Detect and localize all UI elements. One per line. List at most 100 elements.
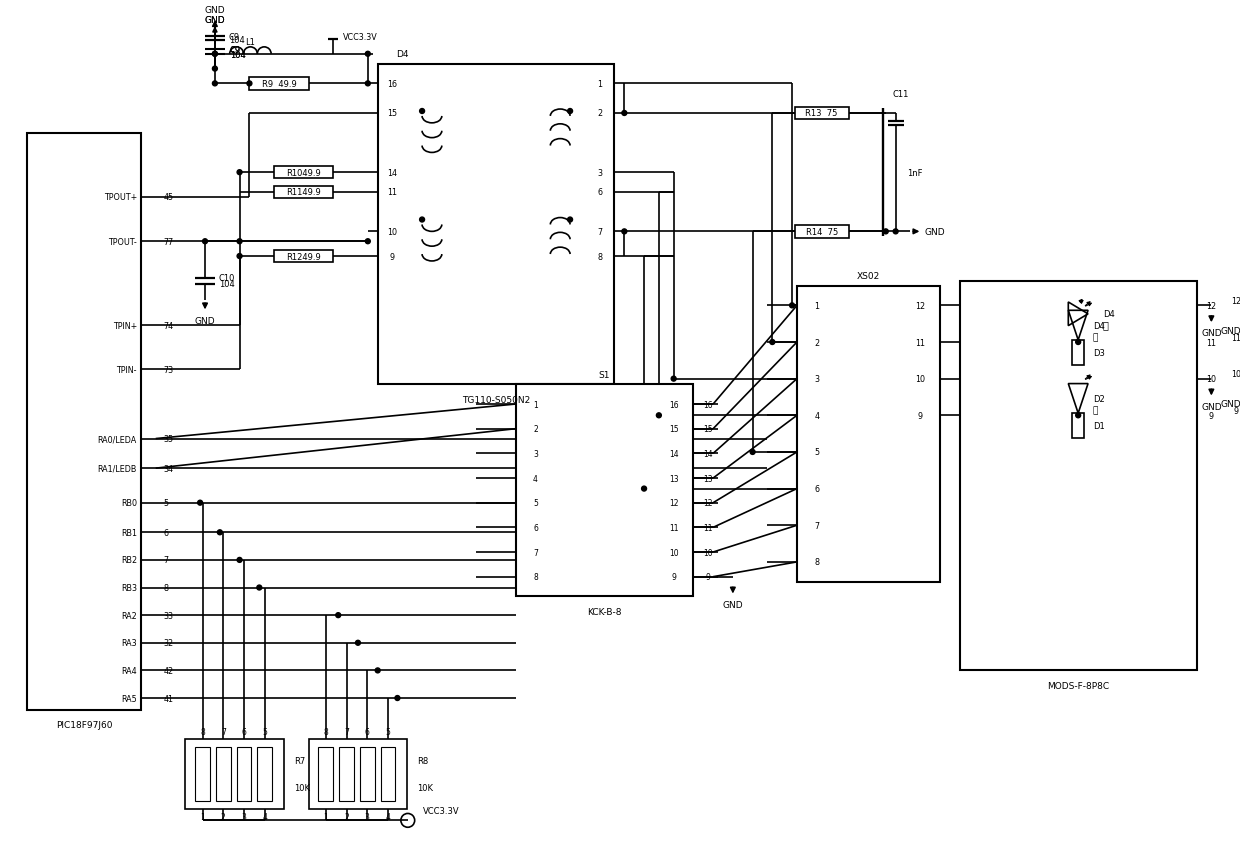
Text: 8: 8 <box>164 583 169 592</box>
Text: 1: 1 <box>533 400 538 409</box>
Text: GND: GND <box>1221 326 1240 335</box>
Text: MODS-F-8P8C: MODS-F-8P8C <box>1047 681 1110 690</box>
Text: 3: 3 <box>533 450 538 458</box>
Text: GND: GND <box>723 601 743 609</box>
Circle shape <box>257 585 262 590</box>
Text: TPOUT-: TPOUT- <box>108 237 136 247</box>
Bar <box>516 385 693 597</box>
Text: 1: 1 <box>598 80 603 89</box>
Text: 2: 2 <box>533 425 538 433</box>
Text: 8: 8 <box>324 728 329 736</box>
Circle shape <box>237 240 242 245</box>
Text: TG110-S050N2: TG110-S050N2 <box>463 395 531 404</box>
Circle shape <box>376 668 381 673</box>
Text: R8: R8 <box>417 756 428 765</box>
Text: 5: 5 <box>386 728 391 736</box>
Text: KCK-B-8: KCK-B-8 <box>588 607 621 616</box>
Text: C9: C9 <box>229 46 241 55</box>
Circle shape <box>197 501 202 506</box>
Text: 5: 5 <box>533 499 538 508</box>
Text: 11: 11 <box>703 523 713 532</box>
Text: 5: 5 <box>263 728 267 736</box>
Bar <box>274 251 334 263</box>
Text: 7: 7 <box>815 521 820 530</box>
Text: RB3: RB3 <box>122 583 136 592</box>
Text: RB1: RB1 <box>122 528 136 537</box>
Text: 1: 1 <box>324 812 329 821</box>
Bar <box>381 747 396 801</box>
Circle shape <box>656 414 661 418</box>
Bar <box>274 187 334 199</box>
Text: 16: 16 <box>668 400 678 409</box>
Circle shape <box>1076 340 1080 345</box>
Text: 9: 9 <box>389 252 396 261</box>
Text: 10K: 10K <box>417 783 433 792</box>
Circle shape <box>568 218 573 223</box>
Bar <box>378 65 615 385</box>
Text: 11: 11 <box>387 189 398 197</box>
Text: 12: 12 <box>703 499 713 508</box>
Circle shape <box>366 82 371 87</box>
Text: GND: GND <box>925 228 945 236</box>
Text: 3: 3 <box>365 812 370 821</box>
Text: 10: 10 <box>703 548 713 557</box>
Text: 41: 41 <box>164 693 174 703</box>
Text: 3: 3 <box>242 812 247 821</box>
Text: 13: 13 <box>668 474 678 483</box>
Text: RA0/LEDA: RA0/LEDA <box>98 434 136 444</box>
Text: 104: 104 <box>218 280 234 289</box>
Text: R14  75: R14 75 <box>806 228 838 236</box>
Circle shape <box>237 254 242 259</box>
Text: L1: L1 <box>246 38 255 48</box>
Circle shape <box>366 52 371 57</box>
Text: R7: R7 <box>294 756 305 765</box>
Text: 9: 9 <box>1209 411 1214 421</box>
Circle shape <box>790 304 795 309</box>
Text: 16: 16 <box>703 400 713 409</box>
Text: 12: 12 <box>1231 297 1240 305</box>
Text: 13: 13 <box>703 474 713 483</box>
Text: RB0: RB0 <box>122 499 136 508</box>
Circle shape <box>770 340 775 345</box>
Text: D2: D2 <box>1092 394 1105 403</box>
Text: 2: 2 <box>598 109 603 119</box>
Text: 104: 104 <box>229 50 246 60</box>
Text: 7: 7 <box>221 728 226 736</box>
Text: 2: 2 <box>221 812 226 821</box>
Bar <box>258 747 272 801</box>
Circle shape <box>568 109 573 114</box>
Text: 3: 3 <box>598 169 603 177</box>
Bar <box>795 226 849 239</box>
Text: 6: 6 <box>242 728 247 736</box>
Text: 45: 45 <box>164 193 174 202</box>
Text: 2: 2 <box>345 812 348 821</box>
Text: GND: GND <box>1202 403 1221 411</box>
Text: RA1/LEDB: RA1/LEDB <box>98 464 136 473</box>
Circle shape <box>622 229 626 235</box>
Circle shape <box>366 240 371 245</box>
Circle shape <box>212 52 217 57</box>
Text: 6: 6 <box>533 523 538 532</box>
Circle shape <box>237 558 242 563</box>
Circle shape <box>419 218 424 223</box>
Text: GND: GND <box>1202 329 1221 338</box>
Circle shape <box>217 531 222 535</box>
Text: 74: 74 <box>164 322 174 330</box>
Bar <box>1073 340 1084 365</box>
Text: 33: 33 <box>164 611 174 620</box>
Text: 6: 6 <box>365 728 370 736</box>
Text: 10K: 10K <box>294 783 310 792</box>
Text: R1049.9: R1049.9 <box>286 169 321 177</box>
Text: 9: 9 <box>918 411 923 421</box>
Text: 14: 14 <box>668 450 678 458</box>
Text: D4: D4 <box>396 50 409 59</box>
Text: 10: 10 <box>1207 374 1216 384</box>
Text: 16: 16 <box>387 80 398 89</box>
Text: GND: GND <box>205 6 226 15</box>
Circle shape <box>893 229 898 235</box>
Circle shape <box>212 67 217 72</box>
Text: S1: S1 <box>599 370 610 380</box>
Text: 9: 9 <box>1234 406 1239 415</box>
Circle shape <box>237 171 242 176</box>
Circle shape <box>419 109 424 114</box>
